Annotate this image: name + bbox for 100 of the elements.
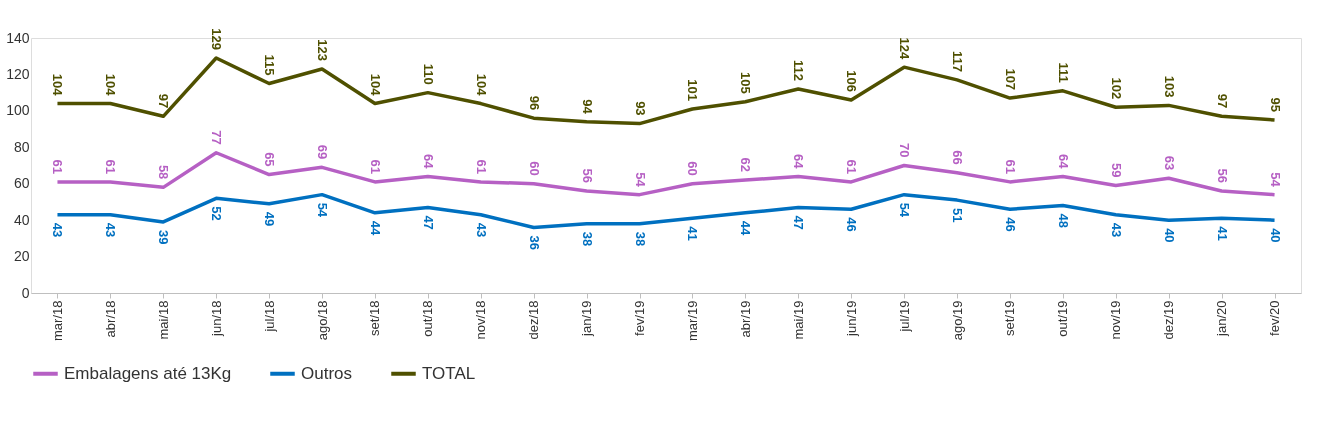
y-tick-label: 0 (21, 284, 30, 301)
x-tick-label: jan/19 (579, 300, 595, 337)
x-tick-label: fev/19 (632, 300, 648, 336)
legend-label: TOTAL (422, 363, 476, 383)
data-label: 66 (950, 150, 966, 165)
data-label: 36 (526, 235, 542, 250)
x-tick-label: fev/20 (1267, 300, 1283, 336)
data-label: 38 (579, 231, 595, 247)
x-tick-label: set/19 (1002, 300, 1018, 336)
data-label: 97 (156, 93, 172, 109)
data-label: 58 (156, 164, 172, 180)
data-label: 56 (1214, 168, 1230, 183)
data-label: 40 (1267, 228, 1283, 243)
data-label: 43 (50, 222, 66, 238)
x-tick-label: jun/19 (843, 300, 859, 337)
data-label: 62 (738, 157, 754, 173)
x-tick-label: jun/18 (208, 300, 224, 337)
data-label: 63 (1161, 155, 1177, 171)
data-label: 46 (1002, 217, 1018, 232)
data-label: 107 (1002, 68, 1018, 91)
data-label: 69 (315, 144, 331, 160)
data-label: 104 (103, 73, 119, 97)
legend-label: Outros (301, 363, 353, 383)
data-label: 40 (1161, 228, 1177, 243)
x-tick-label: jul/18 (261, 300, 277, 333)
x-tick-label: out/18 (420, 300, 436, 337)
x-tick-label: out/19 (1055, 300, 1071, 337)
y-tick-label: 40 (13, 211, 30, 228)
data-label: 52 (209, 206, 225, 221)
data-label: 104 (473, 73, 489, 97)
data-label: 59 (1108, 163, 1124, 178)
x-tick-label: dez/18 (526, 300, 542, 340)
data-label: 61 (473, 159, 489, 174)
data-label: 101 (685, 79, 701, 102)
data-label: 64 (1055, 153, 1071, 170)
data-label: 104 (367, 73, 383, 97)
data-label: 115 (262, 54, 278, 76)
data-label: 46 (844, 217, 860, 232)
data-label: 43 (103, 222, 119, 238)
x-tick-label: mar/19 (684, 300, 700, 341)
x-tick-label: jan/20 (1214, 300, 1230, 337)
data-label: 70 (897, 143, 913, 158)
data-label: 61 (367, 159, 383, 174)
data-label: 77 (209, 130, 225, 145)
data-label: 110 (420, 63, 436, 85)
data-label: 41 (685, 226, 701, 241)
x-tick-label: mai/18 (155, 300, 171, 340)
data-label: 54 (315, 202, 331, 218)
data-label: 47 (420, 215, 436, 230)
data-label: 129 (209, 28, 225, 51)
data-label: 41 (1214, 226, 1230, 241)
data-label: 96 (526, 95, 542, 111)
x-tick-label: nov/19 (1108, 300, 1124, 340)
x-tick-label: nov/18 (473, 300, 489, 340)
data-label: 61 (103, 159, 119, 174)
data-label: 49 (262, 211, 278, 227)
data-label: 112 (791, 60, 807, 81)
x-tick-label: abr/19 (737, 300, 753, 338)
y-tick-label: 20 (13, 248, 30, 265)
data-label: 60 (526, 161, 542, 176)
y-tick-label: 60 (13, 175, 30, 192)
x-tick-label: mar/18 (49, 300, 65, 341)
data-label: 65 (262, 152, 278, 167)
x-tick-label: ago/18 (314, 300, 330, 341)
data-label: 104 (50, 73, 66, 97)
data-label: 43 (1108, 222, 1124, 238)
data-label: 60 (685, 161, 701, 176)
data-label: 61 (844, 159, 860, 174)
data-label: 54 (897, 202, 913, 218)
data-label: 97 (1214, 93, 1230, 109)
x-tick-label: mai/19 (790, 300, 806, 340)
data-label: 54 (632, 172, 648, 188)
data-label: 43 (473, 222, 489, 238)
data-label: 38 (632, 231, 648, 247)
x-tick-label: abr/18 (102, 300, 118, 338)
data-label: 47 (791, 215, 807, 230)
y-tick-label: 120 (6, 65, 30, 82)
data-label: 44 (367, 220, 383, 237)
x-tick-label: dez/19 (1161, 300, 1177, 340)
data-label: 111 (1055, 62, 1071, 83)
x-tick-label: ago/19 (949, 300, 965, 341)
data-label: 64 (791, 153, 807, 170)
data-label: 94 (579, 99, 595, 115)
data-label: 102 (1108, 77, 1124, 100)
data-label: 56 (579, 168, 595, 183)
data-label: 95 (1267, 97, 1283, 112)
data-label: 123 (315, 39, 331, 61)
data-label: 54 (1267, 172, 1283, 188)
x-tick-label: jul/19 (896, 300, 912, 333)
y-tick-label: 80 (13, 138, 30, 155)
data-label: 106 (844, 70, 860, 92)
y-tick-label: 140 (6, 29, 30, 46)
y-tick-label: 100 (6, 102, 30, 119)
data-label: 103 (1161, 75, 1177, 98)
x-tick-label: set/18 (367, 300, 383, 336)
data-label: 105 (738, 72, 754, 94)
data-label: 61 (50, 159, 66, 174)
data-label: 39 (156, 229, 172, 245)
data-label: 44 (738, 220, 754, 237)
data-label: 61 (1002, 159, 1018, 174)
